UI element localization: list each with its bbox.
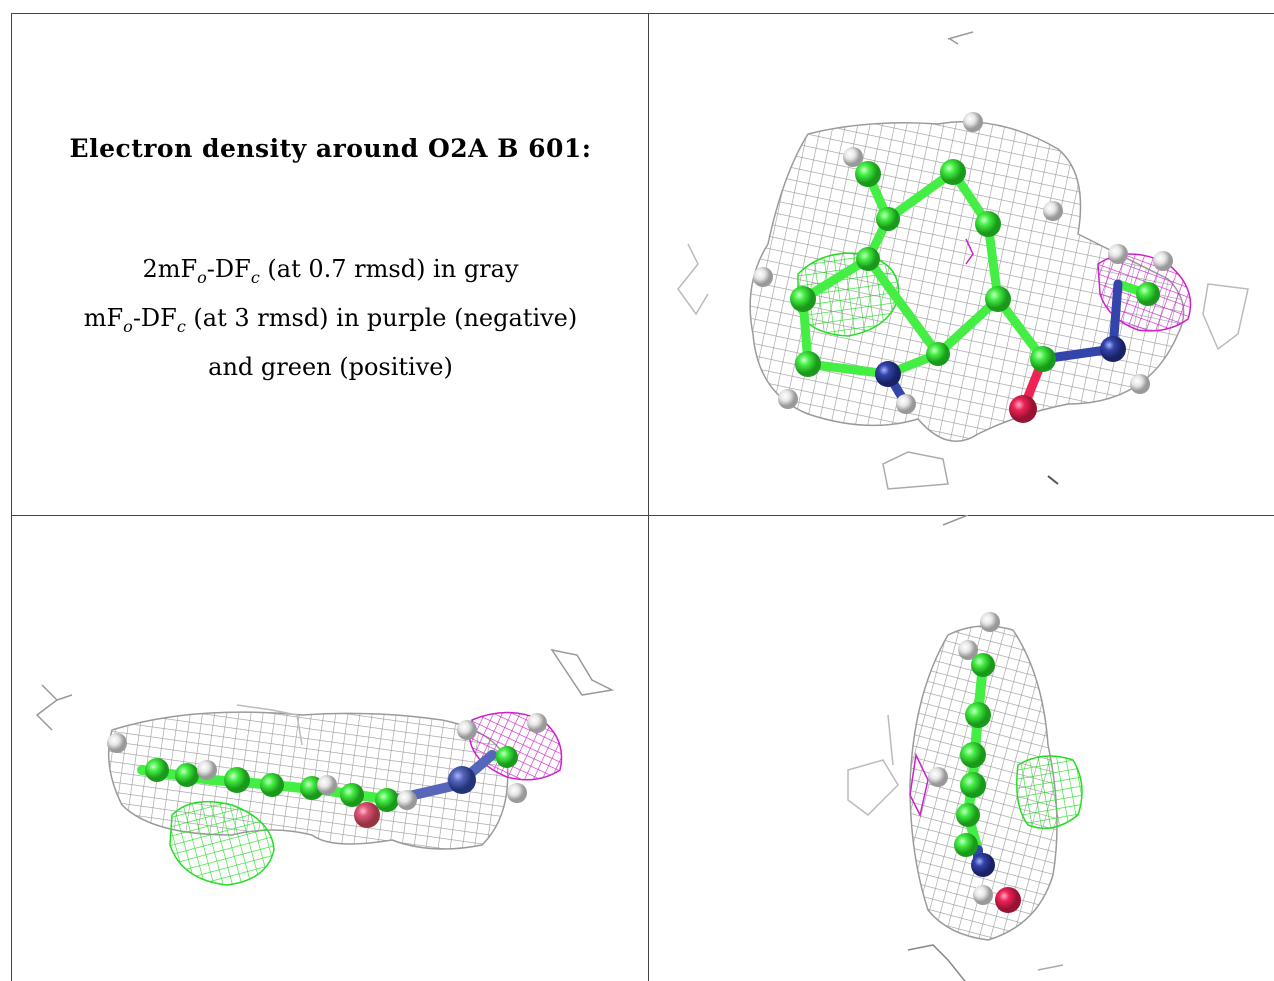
green-density-mesh: [169, 800, 275, 886]
panel-end-view: [648, 515, 1274, 981]
green-density-mesh: [1016, 755, 1083, 830]
atoms: [928, 612, 1021, 913]
gray-fragment: [1202, 283, 1249, 351]
gray-fragment: [947, 31, 974, 45]
caption-title: Electron density around O2A B 601:: [69, 134, 592, 163]
caption-line-3: and green (positive): [208, 352, 453, 381]
line1-sub1: o: [197, 267, 207, 287]
atoms: [753, 112, 1173, 423]
side-view-render: [35, 648, 615, 886]
purple-density-small: [965, 238, 974, 265]
line2-sub1: o: [123, 316, 133, 336]
panel-top-view: [648, 13, 1274, 516]
atoms: [107, 713, 547, 828]
line1-pre: 2mF: [142, 255, 198, 283]
line2-mid: -DF: [132, 303, 177, 332]
gray-density-mesh: [749, 121, 1185, 442]
caption-cell: Electron density around O2A B 601: 2mFo-…: [11, 13, 649, 516]
end-view-render: [847, 515, 1083, 981]
line2-post: (at 3 rmsd) in purple (negative): [185, 303, 578, 332]
caption-box: Electron density around O2A B 601: 2mFo-…: [12, 14, 648, 515]
panel-side-view: [11, 515, 649, 981]
top-view-render: [677, 31, 1249, 490]
purple-density-mesh: [909, 752, 929, 818]
gray-fragment: [35, 684, 73, 731]
gray-fragment: [677, 243, 709, 316]
gray-fragment: [847, 714, 899, 816]
caption-line-1: 2mFo-DFc (at 0.7 rmsd) in gray: [12, 249, 648, 298]
gray-fragment: [882, 451, 949, 490]
gray-fragment: [1037, 964, 1064, 971]
gray-fragment: [1047, 475, 1059, 485]
line1-sub2: c: [250, 267, 260, 287]
gray-fragment: [550, 648, 615, 696]
line2-sub2: c: [176, 316, 186, 336]
gray-fragment: [236, 704, 303, 746]
caption-lines: 2mFo-DFc (at 0.7 rmsd) in gray mFo-DFc (…: [12, 249, 648, 387]
line2-pre: mF: [83, 303, 124, 332]
line1-mid: -DF: [206, 255, 251, 283]
figure-grid: Electron density around O2A B 601: 2mFo-…: [11, 13, 1274, 981]
gray-fragment: [942, 515, 969, 526]
caption-line-2: mFo-DFc (at 3 rmsd) in purple (negative): [12, 298, 648, 347]
line1-post: (at 0.7 rmsd) in gray: [259, 255, 519, 283]
gray-fragment: [907, 944, 966, 981]
